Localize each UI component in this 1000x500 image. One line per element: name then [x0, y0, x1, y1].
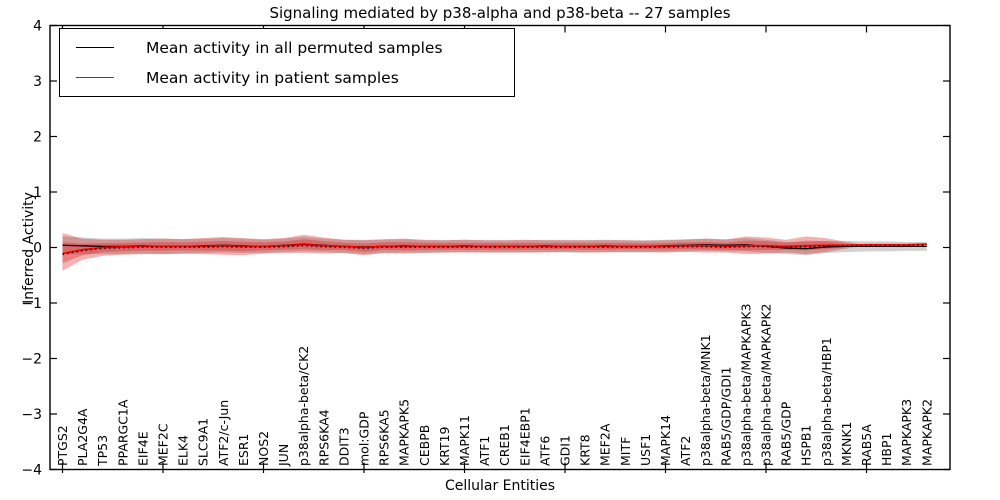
y-tick-label: 3	[33, 74, 42, 90]
legend-label-patient: Mean activity in patient samples	[146, 68, 399, 87]
x-category-label: RAB5/GDP	[779, 401, 794, 466]
legend-label-permuted: Mean activity in all permuted samples	[146, 38, 443, 57]
x-category-label: CREB1	[497, 424, 512, 466]
x-category-label: PTGS2	[55, 425, 70, 466]
y-tick-label: 2	[33, 130, 42, 146]
permuted-line-sample-icon	[76, 47, 114, 48]
x-category-label: ELK4	[176, 435, 191, 466]
x-category-label: ATF2	[678, 436, 693, 466]
x-category-label: ATF6	[537, 436, 552, 466]
x-axis-label: Cellular Entities	[444, 478, 556, 494]
x-category-label: p38alpha-beta/MNK1	[698, 334, 713, 466]
x-category-label: EIF4E	[135, 431, 150, 466]
x-category-label: MAPK11	[457, 415, 472, 466]
y-axis-label: Inferred Activity	[21, 192, 37, 304]
x-category-label: DDIT3	[336, 427, 351, 466]
x-category-label: HBP1	[879, 433, 894, 466]
legend-entry-patient: Mean activity in patient samples	[60, 67, 514, 89]
x-category-label: RAB5/GDP/GDI1	[718, 367, 733, 466]
x-category-label: MAPK14	[658, 415, 673, 466]
y-tick-label: 4	[33, 19, 42, 35]
x-category-label: RPS6KA4	[316, 409, 331, 466]
x-category-label: NOS2	[256, 431, 271, 466]
chart-title: Signaling mediated by p38-alpha and p38-…	[269, 4, 731, 22]
x-category-label: p38alpha-beta/CK2	[296, 346, 311, 466]
y-tick-label: −3	[21, 407, 42, 423]
x-category-label: p38alpha-beta/HBP1	[819, 337, 834, 466]
x-category-label: p38alpha-beta/MAPKAPK3	[738, 304, 753, 467]
x-category-label: GDI1	[558, 435, 573, 466]
x-category-label: SLC9A1	[196, 418, 211, 466]
x-category-label: MAPKAPK2	[919, 399, 934, 466]
x-category-label: TP53	[95, 435, 110, 467]
legend: Mean activity in all permuted samples Me…	[59, 28, 515, 97]
y-tick-label: 0	[33, 241, 42, 257]
x-category-label: KRT19	[437, 426, 452, 466]
patient-line-sample-icon	[76, 77, 114, 78]
x-category-label: PPARGC1A	[115, 399, 130, 466]
x-category-label: mol:GDP	[357, 411, 372, 466]
x-category-label: EIF4EBP1	[517, 407, 532, 466]
x-category-label: PLA2G4A	[75, 408, 90, 466]
x-category-label: MAPKAPK3	[899, 399, 914, 466]
x-category-label: ATF2/c-Jun	[216, 400, 231, 466]
x-category-label: ATF1	[477, 436, 492, 466]
y-tick-label: −2	[21, 352, 42, 368]
x-category-label: ESR1	[236, 434, 251, 466]
x-category-label: p38alpha-beta/MAPKAPK2	[759, 304, 774, 467]
x-category-label: KRT8	[578, 434, 593, 466]
x-category-label: JUN	[276, 444, 291, 467]
legend-entry-permuted: Mean activity in all permuted samples	[60, 37, 514, 59]
x-category-label: CEBPB	[417, 425, 432, 466]
x-category-label: HSPB1	[799, 425, 814, 466]
x-category-label: MEF2A	[598, 423, 613, 466]
x-category-label: RPS6KA5	[377, 409, 392, 466]
x-category-label: MITF	[618, 437, 633, 466]
x-category-label: MAPKAPK5	[397, 399, 412, 466]
x-category-label: MEF2C	[156, 423, 171, 466]
y-tick-label: 1	[33, 185, 42, 201]
x-category-label: USF1	[638, 434, 653, 466]
x-category-label: MKNK1	[839, 422, 854, 466]
patient-dotted-overlay-line	[62, 244, 927, 256]
patient-band-outer	[62, 233, 927, 271]
y-tick-label: −1	[21, 296, 42, 312]
y-tick-label: −4	[21, 463, 42, 479]
x-category-label: RAB5A	[859, 424, 874, 466]
